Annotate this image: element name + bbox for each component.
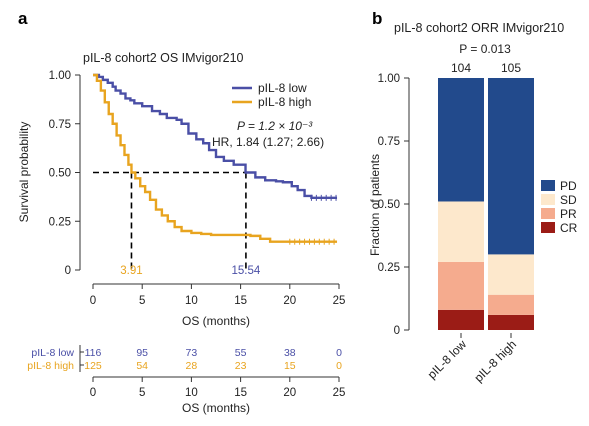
- risk-rows: pIL-8 low 116 95 73 55 38 0 pIL-8 high 125 54 28 23…: [27, 347, 342, 372]
- bar-pvalue: P = 0.013: [459, 42, 511, 56]
- bar-categories: pIL-8 low pIL-8 high: [425, 333, 519, 385]
- bar-segment-pr: [438, 261, 484, 310]
- km-y-tick-label: 0: [65, 265, 71, 277]
- legend-low-label: pIL-8 low: [258, 81, 307, 95]
- bar-y-tick-label: 0.50: [378, 199, 400, 211]
- risk-row-label: pIL-8 high: [27, 360, 74, 372]
- km-y-tick-label: 0.50: [49, 168, 71, 180]
- legend-label-pr: PR: [560, 207, 577, 221]
- bar-segment-sd: [438, 201, 484, 262]
- bar-title: pIL-8 cohort2 ORR IMvigor210: [394, 21, 564, 35]
- orr-bar-chart: pIL-8 cohort2 ORR IMvigor210 P = 0.013 0…: [368, 21, 578, 385]
- risk-x-ticks: 0 5 10 15 20 25: [90, 377, 346, 399]
- km-median-lines: 3.91 15.54: [93, 171, 261, 277]
- risk-count: 95: [136, 347, 148, 359]
- risk-count: 28: [186, 360, 198, 372]
- km-y-tick-label: 0.75: [49, 119, 71, 131]
- risk-count: 54: [136, 360, 148, 372]
- legend-label-sd: SD: [560, 193, 577, 207]
- legend-label-pd: PD: [560, 179, 577, 193]
- km-curves: [93, 73, 338, 245]
- bar-segment-pr: [488, 294, 534, 315]
- risk-row-label: pIL-8 low: [31, 347, 74, 359]
- risk-x-tick-label: 25: [333, 387, 346, 399]
- km-y-tick-label: 1.00: [49, 70, 71, 82]
- legend-swatch-sd: [541, 194, 555, 205]
- bar-y-ticks: 0 0.25 0.50 0.75 1.00: [378, 73, 409, 337]
- risk-count: 0: [336, 360, 342, 372]
- legend-swatch-pd: [541, 180, 555, 191]
- km-x-tick-label: 0: [90, 295, 96, 307]
- bar-segment-pd: [438, 78, 484, 202]
- risk-x-tick-label: 10: [185, 387, 198, 399]
- bar-stacks: 104 105: [438, 61, 534, 330]
- bar-y-tick-label: 0.25: [378, 262, 400, 274]
- risk-table: pIL-8 low 116 95 73 55 38 0 pIL-8 high 125 54 28 23…: [27, 345, 345, 415]
- km-curve-low: [93, 73, 338, 200]
- km-curve-high: [93, 73, 338, 243]
- risk-x-tick-label: 15: [234, 387, 247, 399]
- bar-y-label: Fraction of patients: [368, 154, 382, 256]
- km-legend: pIL-8 low pIL-8 high: [232, 81, 311, 109]
- risk-count: 125: [84, 360, 102, 372]
- km-x-label: OS (months): [182, 314, 250, 328]
- km-plot: pIL-8 cohort2 OS IMvigor210 0 0.25 0.50 0.7…: [17, 51, 345, 328]
- legend-label-cr: CR: [560, 221, 578, 235]
- legend-high-label: pIL-8 high: [258, 95, 311, 109]
- risk-x-tick-label: 5: [139, 387, 145, 399]
- legend-swatch-pr: [541, 208, 555, 219]
- km-title: pIL-8 cohort2 OS IMvigor210: [83, 51, 244, 65]
- risk-count: 0: [336, 347, 342, 359]
- risk-count: 23: [235, 360, 247, 372]
- risk-x-label: OS (months): [182, 401, 250, 415]
- km-x-tick-label: 25: [333, 295, 346, 307]
- risk-x-tick-label: 0: [90, 387, 96, 399]
- median-low-label: 15.54: [232, 265, 261, 277]
- risk-count: 73: [186, 347, 198, 359]
- km-x-tick-label: 10: [185, 295, 198, 307]
- bar-y-tick-label: 0.75: [378, 136, 400, 148]
- risk-count: 116: [85, 347, 102, 359]
- panel-b-letter: b: [372, 9, 382, 28]
- km-y-ticks: 0 0.25 0.50 0.75 1.00: [49, 70, 80, 277]
- risk-count: 38: [284, 347, 296, 359]
- bar-category-label: pIL-8 low: [425, 337, 470, 382]
- legend-swatch-cr: [541, 222, 555, 233]
- km-y-tick-label: 0.25: [49, 216, 71, 228]
- bar-count-label: 104: [451, 61, 471, 75]
- km-hazard-ratio: HR, 1.84 (1.27; 2.66): [212, 135, 324, 149]
- bar-segment-cr: [488, 314, 534, 330]
- km-x-ticks: 0 5 10 15 20 25: [90, 284, 346, 307]
- bar-segment-sd: [488, 254, 534, 295]
- risk-count: 55: [235, 347, 247, 359]
- bar-y-tick-label: 0: [394, 325, 400, 337]
- risk-x-tick-label: 20: [283, 387, 296, 399]
- km-y-label: Survival probability: [17, 122, 31, 223]
- km-pvalue: P = 1.2 × 10⁻³: [237, 119, 313, 133]
- bar-category-label: pIL-8 high: [471, 337, 519, 385]
- bar-y-tick-label: 1.00: [378, 73, 400, 85]
- km-x-tick-label: 20: [283, 295, 296, 307]
- bar-segment-cr: [438, 309, 484, 330]
- km-x-tick-label: 15: [234, 295, 247, 307]
- median-high-label: 3.91: [120, 265, 142, 277]
- risk-count: 15: [284, 360, 296, 372]
- km-x-tick-label: 5: [139, 295, 145, 307]
- bar-count-label: 105: [501, 61, 521, 75]
- panel-a-letter: a: [18, 9, 28, 28]
- bar-segment-pd: [488, 78, 534, 255]
